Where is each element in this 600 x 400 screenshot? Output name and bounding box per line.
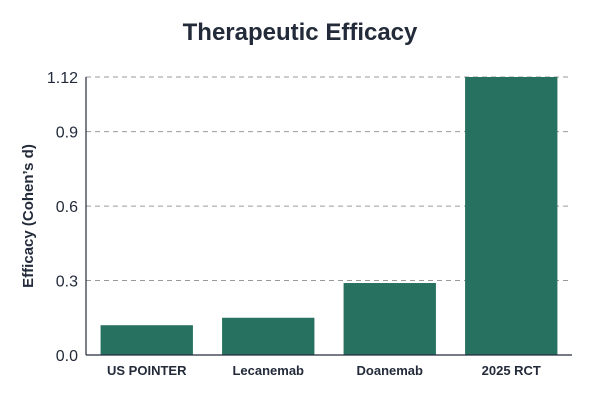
chart-title: Therapeutic Efficacy [183, 19, 418, 46]
x-tick-label: Lecanemab [232, 363, 304, 378]
bar [465, 77, 558, 355]
y-tick-label: 1.12 [47, 70, 78, 87]
bars [100, 77, 558, 355]
bar [100, 325, 193, 355]
x-tick-labels: US POINTER Lecanemab Doanemab 2025 RCT [107, 363, 541, 378]
y-tick-label: 0.0 [56, 348, 78, 365]
y-tick-labels: 0.0 0.3 0.6 0.9 1.12 [47, 70, 78, 365]
x-tick-label: US POINTER [107, 363, 187, 378]
x-tick-label: 2025 RCT [482, 363, 541, 378]
y-axis-label: Efficacy (Cohen’s d) [20, 144, 37, 288]
bar [222, 317, 315, 355]
y-tick-label: 0.6 [56, 199, 78, 216]
y-tick-label: 0.9 [56, 125, 78, 142]
y-tick-label: 0.3 [56, 274, 78, 291]
axes [85, 77, 572, 356]
x-tick-label: Doanemab [357, 363, 424, 378]
bar [343, 283, 436, 355]
